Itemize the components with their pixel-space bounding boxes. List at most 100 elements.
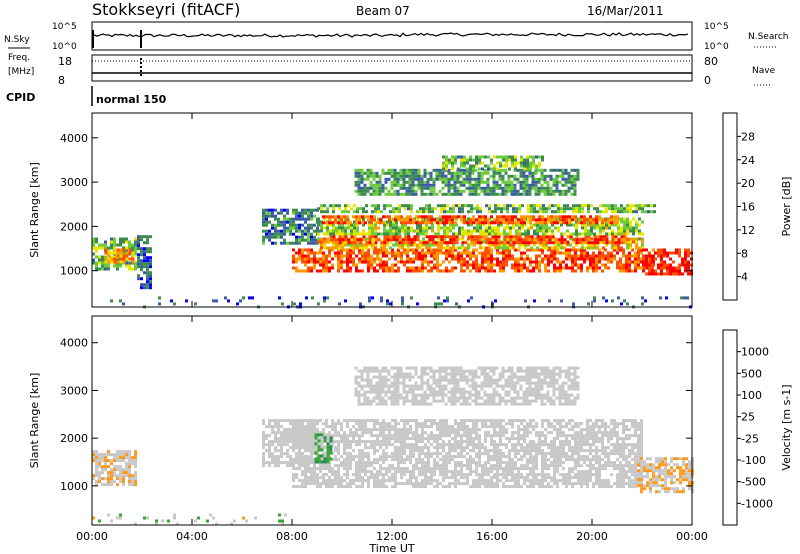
power-cell <box>443 229 446 233</box>
power-cell <box>271 232 274 236</box>
velocity-cell <box>346 485 349 489</box>
power-cell <box>500 243 503 247</box>
velocity-cell <box>409 443 412 447</box>
power-cell <box>522 171 526 175</box>
power-cell <box>353 232 356 236</box>
power-cell <box>113 246 116 250</box>
power-cell <box>564 183 568 187</box>
power-cell <box>446 226 449 230</box>
velocity-cell <box>107 453 110 457</box>
power-cell <box>552 180 556 184</box>
power-cell <box>107 257 111 261</box>
nave-bottom-tick: 0 <box>704 74 711 87</box>
power-cell <box>119 264 122 268</box>
power-cell <box>475 155 478 159</box>
power-cell <box>335 243 338 247</box>
power-cell <box>574 260 577 264</box>
power-colorbar-label: 28 <box>741 130 755 143</box>
power-cell <box>451 164 454 168</box>
power-cell <box>353 229 356 233</box>
power-cell <box>455 232 458 236</box>
velocity-cell <box>337 440 340 444</box>
power-cell <box>433 266 436 270</box>
velocity-cell <box>337 479 340 483</box>
power-cell <box>350 223 353 227</box>
power-cell <box>423 180 427 184</box>
power-cell <box>684 257 687 261</box>
power-cell <box>525 183 529 187</box>
power-cell <box>328 248 331 252</box>
power-cell <box>595 269 598 273</box>
power-cell <box>616 215 619 219</box>
velocity-cell <box>373 458 376 462</box>
power-cell <box>459 183 463 187</box>
power-cell <box>466 248 469 252</box>
velocity-cell <box>337 482 340 486</box>
power-cell <box>611 241 615 245</box>
power-cell <box>381 189 385 193</box>
power-cell <box>512 223 515 227</box>
power-cell <box>415 266 418 270</box>
velocity-cell <box>505 461 508 465</box>
power-cell <box>678 269 681 273</box>
power-cell <box>385 254 388 258</box>
power-cell <box>356 238 360 242</box>
velocity-cell <box>436 467 439 471</box>
power-cell <box>638 232 641 236</box>
velocity-cell <box>322 479 325 483</box>
velocity-cell <box>271 440 274 444</box>
power-cell <box>395 220 398 224</box>
power-cell <box>669 266 672 270</box>
power-cell <box>545 241 549 245</box>
power-cell <box>573 168 577 172</box>
power-cell <box>346 260 349 264</box>
power-cell <box>449 210 452 214</box>
power-cell <box>491 241 495 245</box>
power-cell <box>432 183 436 187</box>
power-cell <box>131 251 135 255</box>
power-cell <box>563 204 566 208</box>
power-cell <box>614 210 617 214</box>
power-cell <box>326 223 329 227</box>
power-cell <box>440 217 443 221</box>
power-cell <box>353 238 357 242</box>
velocity-cell <box>331 425 334 429</box>
velocity-cell <box>328 476 331 480</box>
power-cell <box>476 207 479 211</box>
power-cell <box>608 207 611 211</box>
power-cell <box>563 232 566 236</box>
velocity-cell <box>346 446 349 450</box>
power-cell <box>512 237 515 241</box>
power-cell <box>571 215 574 219</box>
power-cell <box>410 226 413 230</box>
power-cell <box>417 180 421 184</box>
velocity-cell <box>298 449 301 453</box>
power-cell <box>409 269 412 273</box>
power-cell <box>587 302 590 306</box>
velocity-cell <box>268 425 271 429</box>
power-cell <box>95 255 98 259</box>
power-cell <box>101 246 104 250</box>
power-cell <box>461 220 464 224</box>
power-cell <box>637 263 640 267</box>
power-cell <box>637 260 640 264</box>
power-cell <box>522 183 526 187</box>
power-cell <box>675 251 678 255</box>
velocity-cell <box>466 479 469 483</box>
velocity-cell <box>490 464 493 468</box>
velocity-cell <box>388 479 391 483</box>
velocity-cell <box>289 437 292 441</box>
velocity-cell <box>451 473 454 477</box>
velocity-cell <box>95 483 98 487</box>
velocity-cell <box>418 455 421 459</box>
power-cell <box>134 264 137 268</box>
power-cell <box>472 167 475 171</box>
power-cell <box>322 254 325 258</box>
power-cell <box>543 180 547 184</box>
power-cell <box>462 180 466 184</box>
power-cell <box>332 232 335 236</box>
power-cell <box>481 266 484 270</box>
power-cell <box>393 180 397 184</box>
velocity-cell <box>280 452 283 456</box>
velocity-cell <box>319 419 322 423</box>
